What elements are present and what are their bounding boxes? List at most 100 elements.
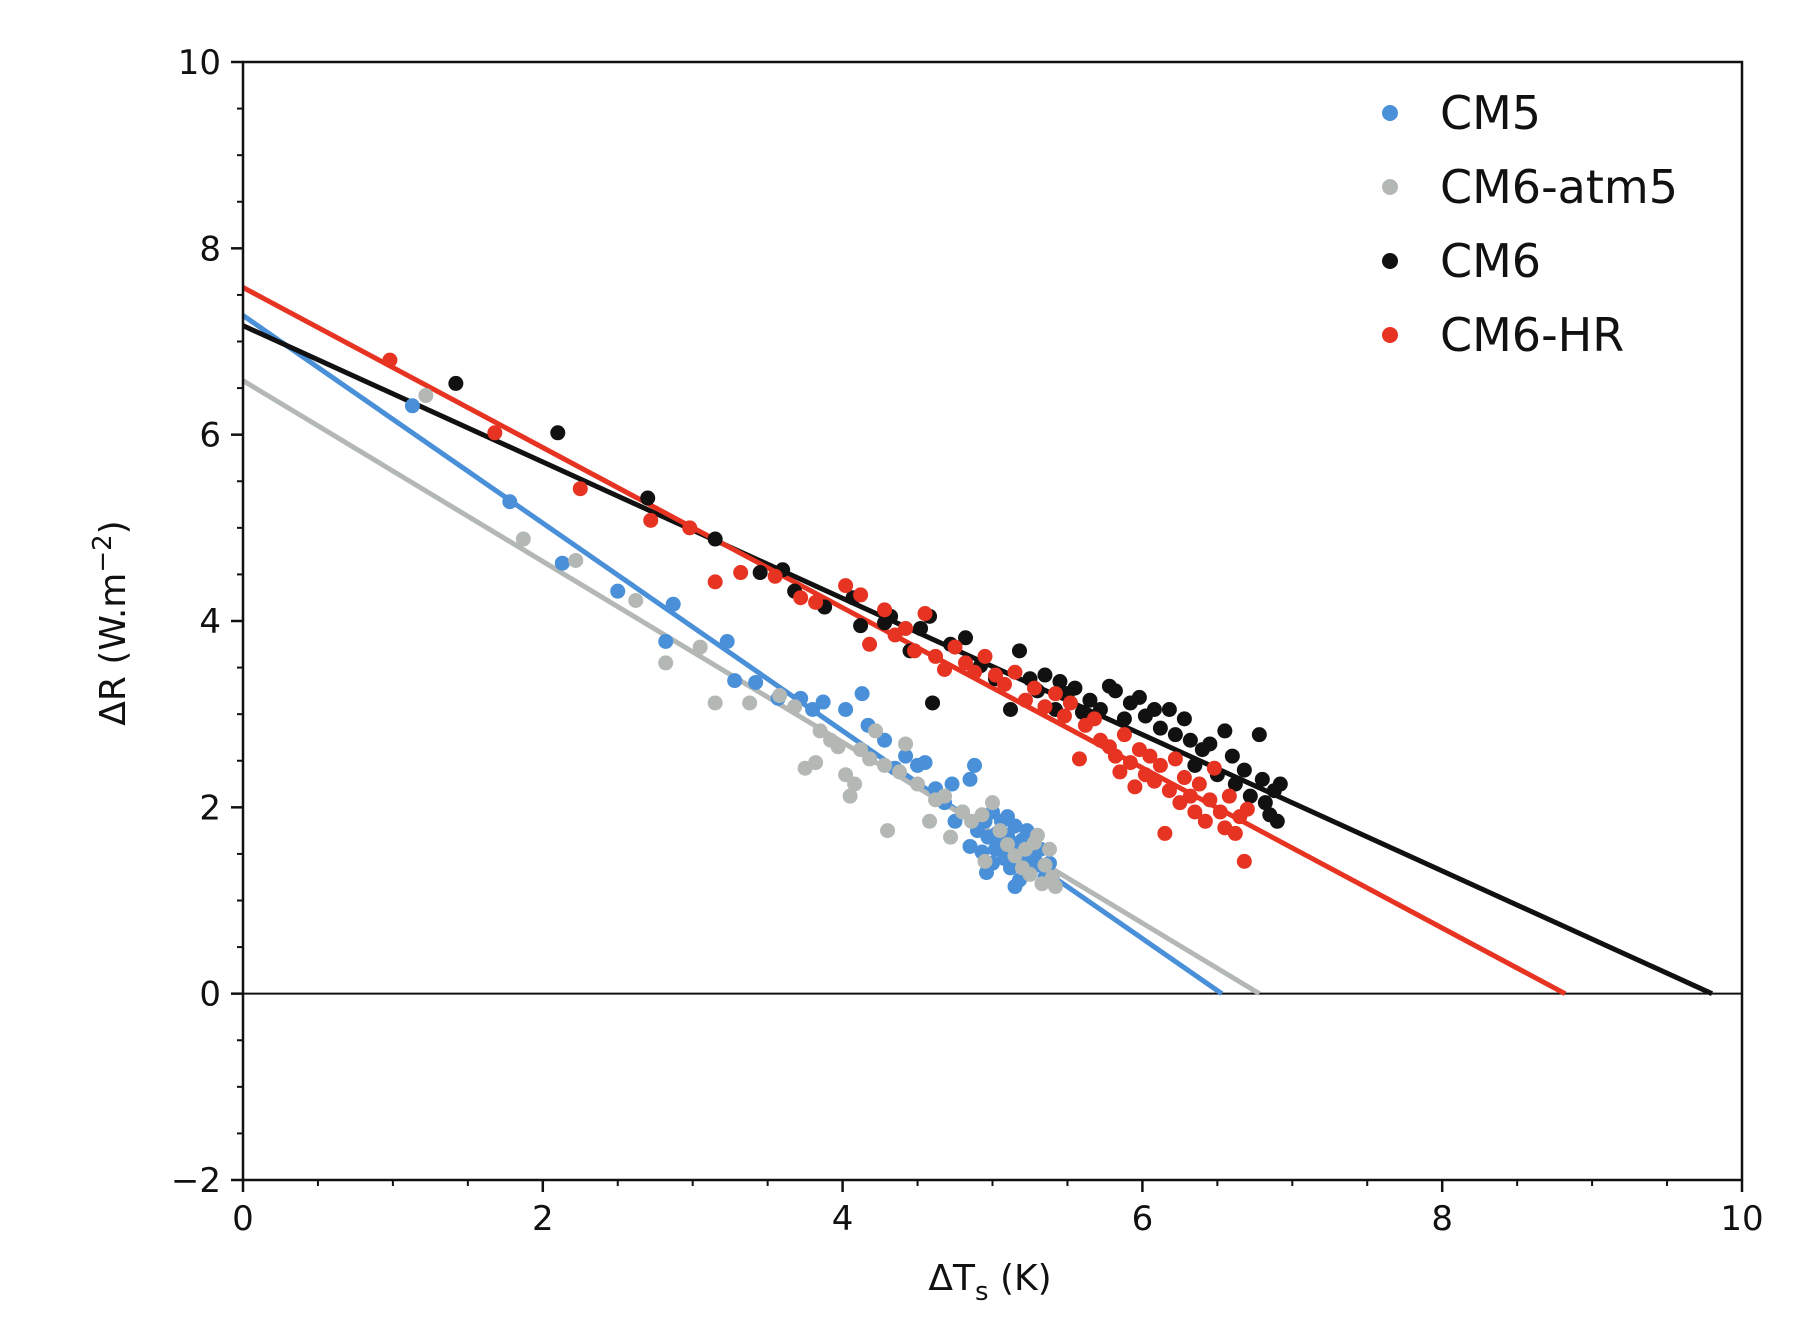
data-point-series-1 — [830, 739, 846, 755]
data-point-series-2 — [1011, 643, 1027, 659]
data-point-series-0 — [917, 755, 933, 771]
data-point-series-0 — [999, 809, 1015, 825]
data-point-series-0 — [502, 494, 518, 510]
data-point-series-3 — [928, 648, 944, 664]
data-point-series-1 — [515, 531, 531, 547]
data-point-series-3 — [1017, 692, 1033, 708]
data-point-series-2 — [1002, 702, 1018, 718]
legend-label-1: CM6-atm5 — [1440, 160, 1678, 214]
data-point-series-2 — [1224, 748, 1240, 764]
data-point-series-2 — [1131, 689, 1147, 705]
data-point-series-2 — [1182, 732, 1198, 748]
data-point-series-3 — [1047, 686, 1063, 702]
data-point-series-3 — [682, 520, 698, 536]
data-point-series-1 — [742, 695, 758, 711]
data-point-series-3 — [1167, 751, 1183, 767]
data-point-series-1 — [772, 688, 788, 704]
data-point-series-1 — [880, 823, 896, 839]
data-point-series-1 — [1047, 879, 1063, 895]
data-point-series-2 — [1152, 720, 1168, 736]
data-point-series-3 — [1122, 755, 1138, 771]
data-point-series-1 — [955, 804, 971, 820]
data-point-series-0 — [658, 633, 674, 649]
data-point-series-1 — [1037, 857, 1053, 873]
legend-marker-2 — [1382, 253, 1398, 269]
data-point-series-1 — [937, 788, 953, 804]
y-tick-label: 10 — [178, 43, 221, 83]
data-point-series-3 — [937, 661, 953, 677]
x-tick-label: 4 — [832, 1199, 854, 1239]
data-point-series-3 — [1007, 664, 1023, 680]
y-tick-label: 4 — [199, 602, 221, 642]
data-point-series-2 — [1272, 776, 1288, 792]
data-point-series-2 — [1146, 702, 1162, 718]
plot-frame — [241, 60, 1744, 1182]
data-point-series-3 — [907, 643, 923, 659]
data-point-series-3 — [1227, 825, 1243, 841]
data-point-series-3 — [862, 636, 878, 652]
data-point-series-2 — [1202, 736, 1218, 752]
data-point-series-3 — [1152, 757, 1168, 773]
y-tick-label: 8 — [199, 229, 221, 269]
data-point-series-3 — [643, 512, 659, 528]
data-point-series-0 — [962, 771, 978, 787]
data-point-series-0 — [554, 555, 570, 571]
legend-marker-1 — [1382, 179, 1398, 195]
data-point-series-0 — [962, 838, 978, 854]
data-point-series-1 — [692, 639, 708, 655]
legend-label-2: CM6 — [1440, 234, 1541, 288]
data-point-series-3 — [917, 606, 933, 622]
y-tick-label: 6 — [199, 416, 221, 456]
data-point-series-2 — [925, 695, 941, 711]
data-point-series-3 — [1182, 788, 1198, 804]
data-point-series-1 — [418, 388, 434, 404]
data-point-series-0 — [967, 757, 983, 773]
data-point-series-3 — [1056, 708, 1072, 724]
x-tick-label: 6 — [1132, 1199, 1154, 1239]
data-point-series-1 — [1034, 876, 1050, 892]
data-point-series-2 — [1236, 762, 1252, 778]
data-point-series-2 — [1242, 788, 1258, 804]
data-point-series-0 — [854, 686, 870, 702]
y-tick-label: 0 — [199, 975, 221, 1015]
data-point-series-1 — [658, 655, 674, 671]
data-point-series-0 — [1007, 879, 1023, 895]
data-point-series-3 — [1026, 680, 1042, 696]
data-point-series-1 — [1026, 835, 1042, 851]
data-point-series-2 — [853, 618, 869, 634]
data-point-series-0 — [877, 732, 893, 748]
data-point-series-2 — [1167, 727, 1183, 743]
data-point-series-1 — [898, 736, 914, 752]
data-point-series-2 — [1251, 727, 1267, 743]
data-point-series-1 — [862, 751, 878, 767]
data-point-series-3 — [382, 352, 398, 368]
data-point-series-3 — [1127, 779, 1143, 795]
data-point-series-1 — [922, 813, 938, 829]
data-point-series-3 — [838, 578, 854, 594]
data-point-series-3 — [967, 664, 983, 680]
data-point-series-2 — [1269, 813, 1285, 829]
data-point-series-1 — [892, 764, 908, 780]
x-tick-label: 10 — [1720, 1199, 1763, 1239]
data-point-series-3 — [1146, 773, 1162, 789]
data-point-series-2 — [707, 531, 723, 547]
data-point-series-2 — [1082, 692, 1098, 708]
data-point-series-1 — [974, 807, 990, 823]
data-point-series-1 — [868, 723, 884, 739]
data-point-series-0 — [838, 702, 854, 718]
fit-line-3 — [241, 285, 1567, 996]
data-point-series-0 — [898, 748, 914, 764]
data-point-series-3 — [1037, 699, 1053, 715]
legend-marker-0 — [1382, 105, 1398, 121]
data-point-series-1 — [847, 776, 863, 792]
data-point-series-3 — [808, 594, 824, 610]
x-axis-label: ΔTs (K) — [928, 1258, 1051, 1307]
data-point-series-2 — [913, 620, 929, 636]
data-point-series-0 — [748, 674, 764, 690]
data-point-series-2 — [1107, 683, 1123, 699]
data-point-series-3 — [1116, 727, 1132, 743]
data-point-series-3 — [733, 565, 749, 581]
data-point-series-3 — [1062, 695, 1078, 711]
data-point-series-0 — [404, 398, 420, 414]
data-point-series-2 — [1217, 723, 1233, 739]
